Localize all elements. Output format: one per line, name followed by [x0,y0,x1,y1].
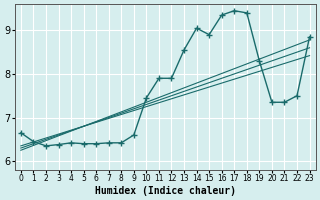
X-axis label: Humidex (Indice chaleur): Humidex (Indice chaleur) [95,186,236,196]
